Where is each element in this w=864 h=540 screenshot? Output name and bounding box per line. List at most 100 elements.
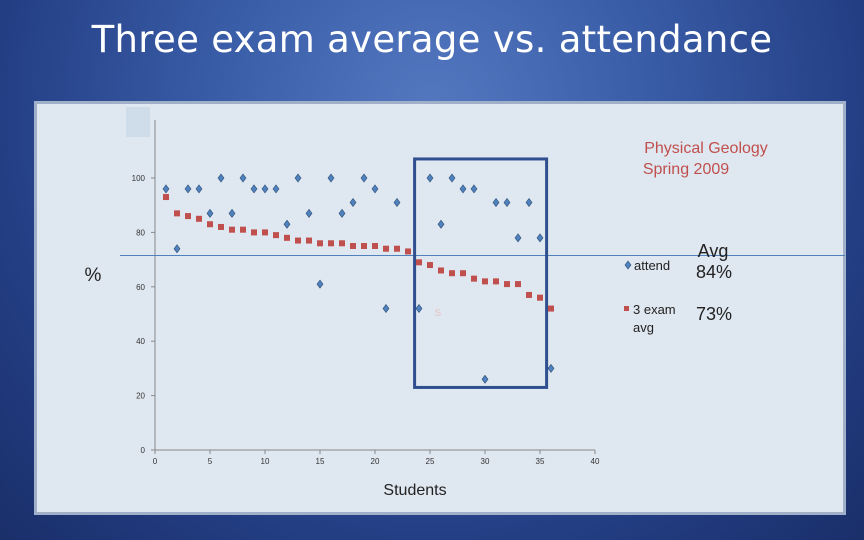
exam-avg-point <box>273 232 279 239</box>
plot-corner-square <box>126 107 150 137</box>
attend-point <box>525 197 533 207</box>
exam-avg-point <box>449 270 455 277</box>
attend-point <box>514 233 522 243</box>
exam-avg-point <box>163 194 169 201</box>
x-tick-label: 40 <box>591 457 600 466</box>
exam-avg-point <box>482 278 488 285</box>
attend-point <box>426 173 434 183</box>
exam-avg-point <box>262 229 268 236</box>
x-tick-label: 30 <box>481 457 490 466</box>
avg-exam-value: 73% <box>696 304 732 324</box>
exam-avg-point <box>526 291 532 298</box>
chart-area <box>34 101 846 515</box>
attend-point <box>283 219 291 229</box>
attend-point <box>261 184 269 194</box>
exam-avg-point <box>284 234 290 241</box>
exam-avg-point <box>207 221 213 228</box>
attend-point <box>536 233 544 243</box>
attend-point <box>217 173 225 183</box>
legend-attend-marker <box>624 260 632 270</box>
attend-point <box>195 184 203 194</box>
attend-point <box>393 197 401 207</box>
stray-label: s <box>435 304 442 319</box>
exam-avg-point <box>427 262 433 269</box>
exam-avg-point <box>416 259 422 266</box>
exam-avg-point <box>306 237 312 244</box>
y-tick-label: 60 <box>136 283 145 292</box>
avg-label: Avg <box>698 241 729 261</box>
attend-point <box>272 184 280 194</box>
x-tick-label: 5 <box>208 457 213 466</box>
exam-avg-point <box>339 240 345 247</box>
attend-point <box>338 208 346 218</box>
attend-point <box>305 208 313 218</box>
exam-avg-point <box>504 281 510 288</box>
y-tick-label: 0 <box>141 446 146 455</box>
x-tick-label: 25 <box>426 457 435 466</box>
exam-avg-point <box>515 281 521 288</box>
exam-avg-point <box>548 305 554 312</box>
x-tick-label: 10 <box>261 457 270 466</box>
attend-point <box>547 363 555 373</box>
attend-point <box>327 173 335 183</box>
attend-point <box>239 173 247 183</box>
exam-avg-point <box>372 243 378 249</box>
slide-title: Three exam average vs. attendance <box>91 18 773 61</box>
exam-avg-point <box>317 240 323 247</box>
attend-point <box>371 184 379 194</box>
attend-point <box>349 197 357 207</box>
attend-point <box>492 197 500 207</box>
attend-point <box>470 184 478 194</box>
exam-avg-point <box>361 243 367 249</box>
exam-avg-point <box>229 226 235 233</box>
exam-avg-point <box>196 215 202 222</box>
exam-avg-point <box>383 245 389 252</box>
course-label-line2: Spring 2009 <box>643 161 729 178</box>
attend-point <box>459 184 467 194</box>
attend-point <box>228 208 236 218</box>
exam-avg-point <box>328 240 334 247</box>
y-tick-label: 80 <box>136 228 145 237</box>
course-label-line1: Physical Geology <box>644 140 768 157</box>
y-tick-label: 100 <box>132 174 146 183</box>
attend-point <box>382 304 390 314</box>
exam-avg-point <box>460 270 466 277</box>
attend-point <box>173 244 181 254</box>
x-tick-label: 15 <box>316 457 325 466</box>
legend-exam-marker <box>624 306 629 311</box>
exam-avg-point <box>251 229 257 236</box>
exam-avg-point <box>350 243 356 249</box>
attend-point <box>481 374 489 384</box>
exam-avg-point <box>438 267 444 274</box>
attend-point <box>184 184 192 194</box>
exam-avg-point <box>537 294 543 301</box>
exam-avg-point <box>405 248 411 255</box>
attend-point <box>503 197 511 207</box>
attend-point <box>415 304 423 314</box>
x-tick-label: 35 <box>536 457 545 466</box>
exam-avg-point <box>394 245 400 252</box>
exam-avg-point <box>218 223 224 230</box>
attend-point <box>360 173 368 183</box>
attend-point <box>294 173 302 183</box>
avg-attend-value: 84% <box>696 262 732 282</box>
x-tick-label: 0 <box>153 457 158 466</box>
exam-avg-point <box>240 226 246 233</box>
y-axis-label: % <box>85 265 102 286</box>
y-tick-label: 40 <box>136 337 145 346</box>
x-axis-label: Students <box>383 482 446 499</box>
legend-exam-label-2: avg <box>633 320 654 335</box>
exam-avg-point <box>471 275 477 282</box>
attend-point <box>448 173 456 183</box>
x-tick-label: 20 <box>371 457 380 466</box>
legend: attend 3 exam avg <box>624 258 676 335</box>
attend-point <box>162 184 170 194</box>
attend-point <box>316 279 324 289</box>
highlight-box <box>413 157 549 389</box>
exam-avg-point <box>185 213 191 220</box>
legend-exam-label-1: 3 exam <box>633 302 676 317</box>
attend-point <box>250 184 258 194</box>
exam-avg-point <box>493 278 499 285</box>
y-tick-label: 20 <box>136 392 145 401</box>
